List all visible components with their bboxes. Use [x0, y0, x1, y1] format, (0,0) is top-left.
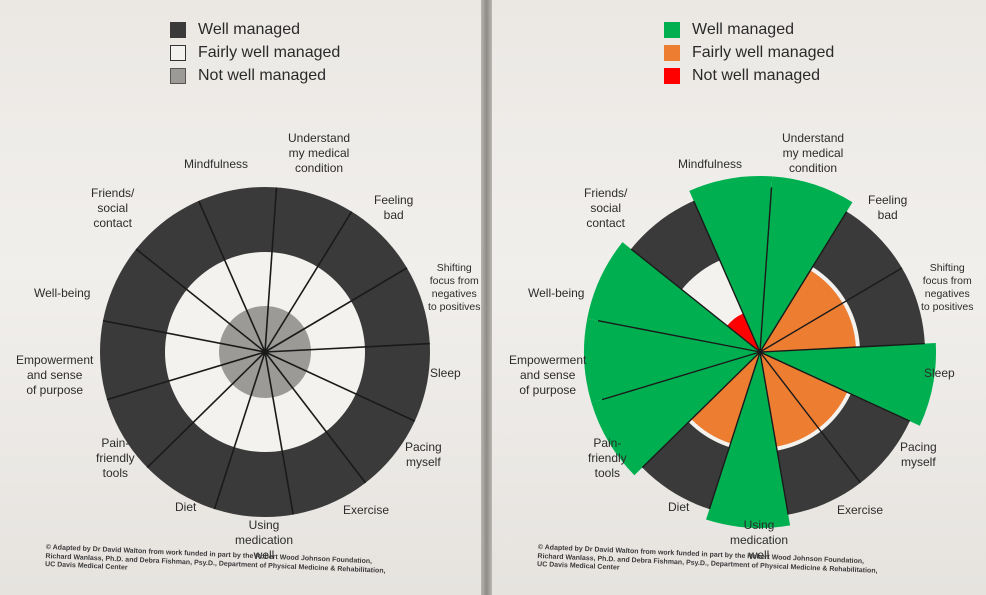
label-diet: Diet	[175, 500, 197, 514]
label-exercise: Exercise	[343, 503, 390, 517]
sector-sleep	[760, 343, 936, 426]
label-medication: Using medication well	[235, 518, 294, 562]
segment-divider	[197, 200, 266, 353]
label-pain-friendly: Pain-friendly tools	[588, 436, 627, 480]
legend-label: Well managed	[692, 20, 794, 38]
label-empowerment: Empowerment and sense of purpose	[509, 353, 587, 397]
label-friends: Friends/social contact	[91, 186, 135, 230]
segment-divider	[135, 248, 266, 353]
sector-feeling-bad	[760, 270, 843, 352]
segment-divider	[106, 351, 266, 401]
segment-divider	[759, 267, 903, 353]
label-mindfulness: Mindfulness	[678, 157, 743, 171]
segment-divider	[597, 320, 761, 353]
legend-label: Not well managed	[198, 66, 327, 84]
book-gutter	[481, 0, 492, 595]
legend-right: Well managed Fairly well managed Not wel…	[664, 18, 834, 87]
legend-swatch	[664, 21, 680, 38]
legend-swatch	[664, 44, 680, 61]
label-shifting-focus: Shifting focus from negatives to positives	[921, 262, 974, 313]
label-empowerment: Empowerment and sense of purpose	[16, 353, 94, 397]
label-feeling-bad: Feeling bad	[374, 193, 414, 222]
segment-divider	[708, 351, 761, 510]
legend-label: Not well managed	[692, 66, 821, 84]
segment-divider	[759, 187, 773, 353]
sector-pain-friendly-tools	[591, 352, 760, 476]
segment-divider	[264, 267, 408, 353]
legend-swatch	[664, 67, 680, 84]
segment-divider	[759, 342, 925, 353]
label-friends: Friends/social contact	[584, 186, 628, 230]
legend-item-fairly-well-managed: Fairly well managed	[170, 41, 340, 64]
sector-mindfulness	[689, 176, 773, 352]
legend-label: Fairly well managed	[198, 43, 341, 61]
label-sleep: Sleep	[430, 366, 461, 380]
legend-left: Well managed Fairly well managed Not wel…	[170, 18, 340, 87]
segment-divider	[146, 351, 266, 469]
segment-divider	[264, 342, 430, 353]
segment-divider	[264, 351, 295, 515]
sector-empowerment-and-sense-of-purpose	[583, 318, 760, 403]
sector-understand-my-medical-condition	[760, 176, 853, 352]
label-shifting-focus: Shifting focus from negatives to positives	[428, 262, 481, 313]
segment-divider	[102, 319, 266, 353]
segment-divider	[759, 351, 789, 515]
sector-using-medication-well	[706, 352, 791, 529]
segment-divider	[759, 351, 911, 422]
segment-divider	[630, 248, 761, 353]
legend-swatch	[170, 21, 186, 38]
label-pacing: Pacing myself	[405, 440, 442, 469]
segment-divider	[264, 187, 278, 353]
legend-swatch	[170, 44, 186, 61]
label-well-being: Well-being	[528, 286, 585, 300]
segment-divider	[264, 351, 367, 484]
label-mindfulness: Mindfulness	[184, 157, 249, 171]
segment-divider	[264, 351, 416, 422]
segment-divider	[693, 200, 761, 353]
legend-label: Well managed	[198, 20, 300, 38]
wheel-right	[583, 176, 936, 529]
sector-friends-social-contact	[727, 313, 760, 352]
segment-divider	[759, 211, 848, 353]
label-understand: Understand my medical condition	[288, 131, 351, 175]
label-diet: Diet	[668, 500, 690, 514]
segment-divider	[601, 351, 761, 401]
legend-item-well-managed: Well managed	[170, 18, 340, 41]
sector-exercise	[760, 352, 819, 447]
label-understand: Understand my medical condition	[782, 131, 845, 175]
segment-divider	[759, 351, 862, 484]
legend-item-fairly-well-managed: Fairly well managed	[664, 41, 834, 64]
left-page: Well managed Fairly well managed Not wel…	[0, 0, 481, 595]
legend-swatch	[170, 67, 186, 84]
segment-divider	[213, 351, 266, 510]
wheel-left	[100, 187, 430, 517]
label-medication: Using medication well	[730, 518, 789, 562]
legend-item-well-managed: Well managed	[664, 18, 834, 41]
label-pain-friendly: Pain-friendly tools	[96, 436, 135, 480]
label-well-being: Well-being	[34, 286, 91, 300]
label-exercise: Exercise	[837, 503, 884, 517]
segment-divider	[264, 211, 353, 353]
sector-pacing-myself	[760, 352, 848, 429]
label-sleep: Sleep	[924, 366, 955, 380]
sector-shifting-focus-from-negatives-to-positives	[760, 303, 856, 352]
label-feeling-bad: Feeling bad	[868, 193, 908, 222]
right-page: Well managed Fairly well managed Not wel…	[492, 0, 986, 595]
legend-label: Fairly well managed	[692, 43, 835, 61]
label-pacing: Pacing myself	[900, 440, 937, 469]
sector-well-being	[587, 242, 760, 352]
segment-divider	[641, 351, 761, 469]
legend-item-not-well-managed: Not well managed	[664, 64, 834, 87]
legend-item-not-well-managed: Not well managed	[170, 64, 340, 87]
sector-diet	[691, 352, 760, 444]
